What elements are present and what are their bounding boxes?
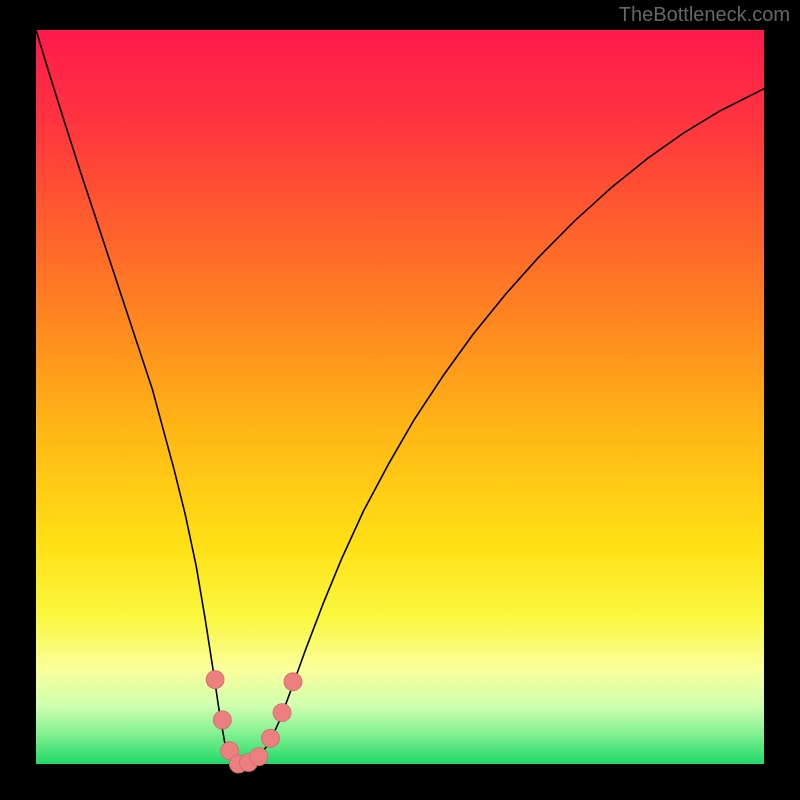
data-dot [273,704,291,722]
chart-container: { "watermark": "TheBottleneck.com", "can… [0,0,800,800]
data-dot [284,673,302,691]
data-dot [261,729,279,747]
data-dot [213,711,231,729]
data-dot [206,671,224,689]
bottleneck-chart [0,0,800,800]
watermark-text: TheBottleneck.com [619,4,790,27]
data-dot [250,748,268,766]
plot-background [36,30,764,764]
